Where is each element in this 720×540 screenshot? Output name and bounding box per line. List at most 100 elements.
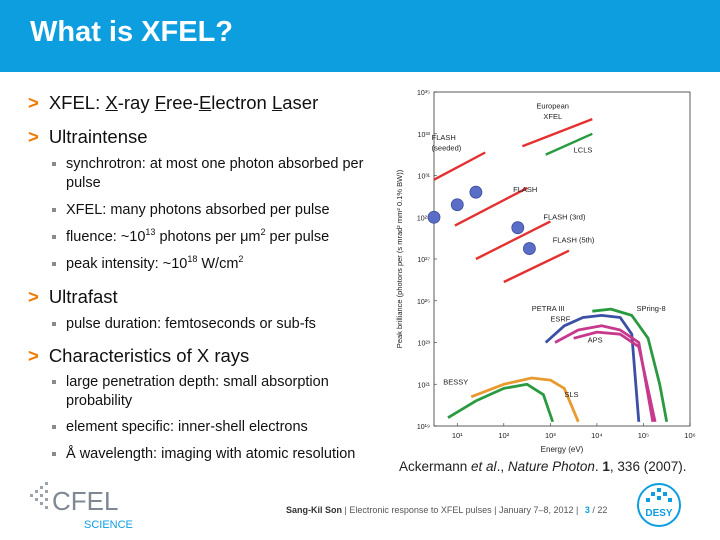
title-bar: What is XFEL? xyxy=(0,0,720,72)
bullet-xfel-ray: -ray xyxy=(117,92,155,113)
sub-bullet-peak-intensity-text: peak intensity: ~1018 W/cm2 xyxy=(52,255,372,274)
citation: Ackermann et al., Nature Photon. 1, 336 … xyxy=(399,459,686,474)
bullet-xfel-lectron: lectron xyxy=(211,92,272,113)
sub-bullet-synchrotron: synchrotron: at most one photon absorbed… xyxy=(52,155,372,193)
fluence-part-a: fluence: ~10 xyxy=(66,229,146,245)
sub-bullet-pulse-duration-text: pulse duration: femtoseconds or sub-fs xyxy=(66,316,316,332)
brilliance-chart: Peak brilliance (photons per (s mrad² mm… xyxy=(395,90,696,454)
intensity-part-a: peak intensity: ~10 xyxy=(66,256,188,272)
footer-page-total: / 22 xyxy=(592,505,608,515)
citation-rest1: . xyxy=(594,459,603,474)
bullet-xfel-x: X xyxy=(105,92,118,113)
square-bullet-icon xyxy=(52,262,56,266)
sub-bullet-pulse-duration: pulse duration: femtoseconds or sub-fs xyxy=(52,315,372,334)
y-tick-label: 10³³ xyxy=(418,132,431,139)
fluence-part-b: photons per μm xyxy=(155,229,261,245)
footer-sep: | xyxy=(491,505,499,515)
series-lines xyxy=(433,117,669,423)
bullet-xfel-e: E xyxy=(198,92,212,113)
citation-volume: 1 xyxy=(602,459,610,474)
series-label: PETRA III xyxy=(532,304,565,313)
citation-journal: Nature Photon xyxy=(507,459,595,474)
series-petra-iii xyxy=(544,313,641,422)
data-point xyxy=(469,185,483,199)
y-tick-label: 10²⁹ xyxy=(417,215,430,222)
plot-frame xyxy=(433,91,691,427)
footer-date: January 7–8, 2012 xyxy=(498,505,574,515)
bullet-xfel-aser: aser xyxy=(282,92,319,113)
sub-bullet-fluence-text: fluence: ~1013 photons per μm2 per pulse xyxy=(52,228,372,247)
y-axis-label: Peak brilliance (photons per (s mrad² mm… xyxy=(395,169,404,348)
series-label: FLASH xyxy=(513,185,537,194)
x-tick-label: 10³ xyxy=(545,431,556,440)
x-tick-label: 10¹ xyxy=(452,431,463,440)
data-point xyxy=(450,198,464,212)
series-flash-5th- xyxy=(503,249,570,284)
y-tick-label: 10¹⁹ xyxy=(417,424,430,431)
desy-wordmark: DESY xyxy=(645,508,673,519)
series-label: XFEL xyxy=(543,112,562,121)
series-european-xfel xyxy=(521,117,593,148)
citation-etal: et al xyxy=(471,459,497,474)
series-label: (seeded) xyxy=(432,143,462,152)
bullet-xfel-l: L xyxy=(271,92,283,113)
series-bessy xyxy=(447,382,555,423)
x-tick-label: 10⁵ xyxy=(638,431,649,440)
sub-bullet-penetration-text: large penetration depth: small absorptio… xyxy=(66,374,329,409)
bullet-ultraintense-text: Ultraintense xyxy=(48,126,148,147)
fluence-part-c: per pulse xyxy=(265,229,330,245)
sub-bullet-xfel-photons-text: XFEL: many photons absorbed per pulse xyxy=(66,202,330,218)
series-label: FLASH xyxy=(432,133,456,142)
footer: Sang-Kil Son | Electronic response to XF… xyxy=(286,505,607,515)
series-lcls xyxy=(545,132,593,156)
bullet-xray-characteristics-text: Characteristics of X rays xyxy=(48,345,250,366)
y-tick-label: 10³¹ xyxy=(418,174,431,181)
sub-bullet-penetration: large penetration depth: small absorptio… xyxy=(52,373,372,411)
bullet-xfel-prefix: XFEL: xyxy=(48,92,106,113)
x-tick-label: 10⁴ xyxy=(591,431,603,440)
footer-page-number: 3 xyxy=(584,505,590,515)
bullet-ultrafast: > Ultrafast xyxy=(28,286,118,308)
sub-bullet-synchrotron-text: synchrotron: at most one photon absorbed… xyxy=(66,156,364,191)
square-bullet-icon xyxy=(52,380,56,384)
data-point xyxy=(427,210,441,224)
series-sls xyxy=(470,376,580,423)
arrow-icon: > xyxy=(28,286,39,307)
footer-talk: Electronic response to XFEL pulses xyxy=(349,505,492,515)
series-label: APS xyxy=(588,336,603,345)
bullet-xfel: > XFEL: X-ray Free-Electron Laser xyxy=(28,92,318,114)
arrow-icon: > xyxy=(28,92,39,113)
bullet-xfel-f: F xyxy=(154,92,167,113)
series-spring-8 xyxy=(592,307,669,423)
fluence-exp2: 2 xyxy=(260,227,266,238)
cfel-science: SCIENCE xyxy=(84,519,133,531)
x-axis-label: Energy (eV) xyxy=(541,445,584,454)
series-label: FLASH (5th) xyxy=(553,235,595,244)
series-flash-seeded- xyxy=(433,151,486,181)
sub-bullet-fluence: fluence: ~1013 photons per μm2 per pulse xyxy=(52,228,372,247)
citation-authors: Ackermann xyxy=(399,459,472,474)
intensity-exp2: 2 xyxy=(238,254,244,265)
square-bullet-icon xyxy=(52,322,56,326)
desy-logo: DESY xyxy=(637,483,681,527)
square-bullet-icon xyxy=(52,425,56,429)
square-bullet-icon xyxy=(52,162,56,166)
sub-bullet-element-specific-text: element specific: inner-shell electrons xyxy=(66,419,308,435)
series-label: SLS xyxy=(564,390,578,399)
tick-labels: 10¹ 10² 10³ 10⁴ 10⁵ 10⁶ 10¹⁹ 10²¹ 10²³ 10²⁵ 10²⁷ 10… xyxy=(417,90,696,440)
slide-title: What is XFEL? xyxy=(30,16,233,48)
series-label: LCLS xyxy=(574,146,593,155)
series-label: SPring-8 xyxy=(636,304,665,313)
y-tick-label: 10²¹ xyxy=(418,382,431,389)
y-tick-label: 10²⁷ xyxy=(417,257,430,264)
bullet-xfel-ree: ree- xyxy=(166,92,199,113)
citation-sep: ., xyxy=(496,459,508,474)
y-tick-label: 10³⁵ xyxy=(417,90,430,97)
sub-bullet-xfel-photons: XFEL: many photons absorbed per pulse xyxy=(52,201,372,220)
sub-bullet-wavelength-text: Å wavelength: imaging with atomic resolu… xyxy=(66,446,356,462)
x-tick-label: 10⁶ xyxy=(684,431,695,440)
footer-sep: | xyxy=(573,505,581,515)
data-point xyxy=(523,242,536,255)
citation-rest2: , 336 (2007). xyxy=(609,459,687,474)
